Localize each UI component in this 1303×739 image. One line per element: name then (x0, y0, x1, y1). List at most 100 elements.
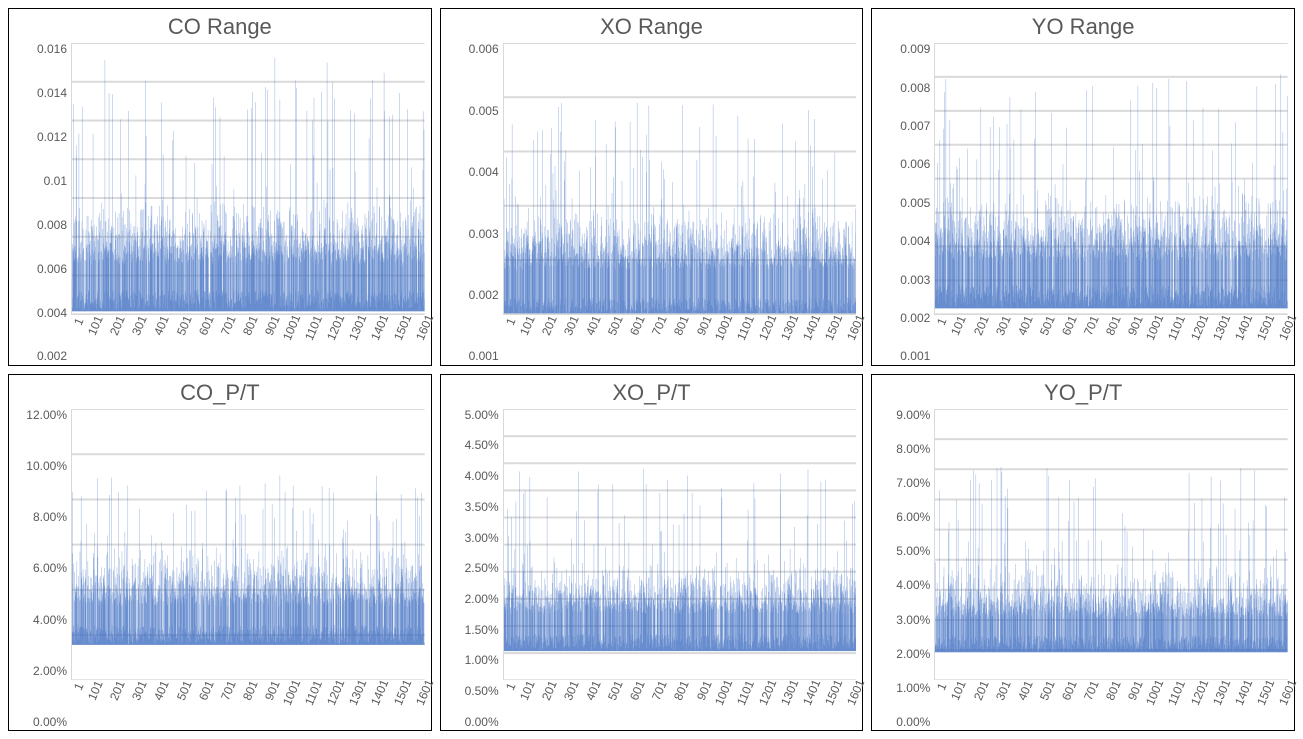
x-tick-label: 801 (1103, 679, 1124, 703)
x-tick-label: 401 (151, 313, 172, 337)
plot-area (503, 409, 857, 680)
x-tick-label: 401 (583, 313, 604, 337)
x-tick-label: 501 (605, 313, 626, 337)
x-tick-label: 1601 (1276, 677, 1299, 707)
x-tick-label: 1301 (778, 677, 801, 707)
y-tick-label: 0.50% (465, 685, 499, 697)
x-tick-label: 1401 (800, 677, 823, 707)
y-tick-label: 8.00% (33, 511, 67, 523)
x-tick-label: 1101 (302, 678, 325, 707)
y-tick-label: 1.00% (465, 654, 499, 666)
y-tick-label: 12.00% (26, 409, 67, 421)
y-tick-label: 0.002 (469, 289, 499, 301)
y-tick-label: 0.001 (900, 350, 930, 362)
chart-svg (934, 409, 1288, 680)
x-tick-label: 601 (1059, 679, 1080, 703)
plot-wrap: 9.00%8.00%7.00%6.00%5.00%4.00%3.00%2.00%… (878, 409, 1288, 728)
x-tick-label: 801 (1103, 313, 1124, 337)
x-tick-label: 101 (948, 679, 969, 703)
x-tick-label: 1301 (1210, 312, 1233, 342)
x-tick-label: 801 (240, 679, 261, 703)
x-tick-label: 801 (671, 679, 692, 703)
x-tick-label: 1201 (324, 312, 347, 342)
x-tick-label: 301 (561, 679, 582, 703)
x-tick-label: 301 (129, 313, 150, 337)
x-tick-label: 901 (1125, 313, 1146, 337)
y-axis: 0.0160.0140.0120.010.0080.0060.0040.002 (15, 43, 71, 362)
chart-panel-xo-range: XO Range0.0060.0050.0040.0030.0020.00111… (440, 8, 864, 366)
x-tick-label: 1601 (413, 677, 436, 707)
x-tick-label: 1001 (1143, 677, 1166, 707)
y-tick-label: 4.00% (33, 614, 67, 626)
x-tick-label: 1001 (712, 312, 735, 342)
x-tick-label: 601 (627, 679, 648, 703)
chart-title: XO Range (447, 15, 857, 39)
y-tick-label: 0.003 (469, 228, 499, 240)
y-tick-label: 0.004 (900, 235, 930, 247)
x-tick-label: 1201 (324, 677, 347, 707)
x-tick-label: 501 (1037, 679, 1058, 703)
x-tick-label: 501 (174, 313, 195, 337)
x-tick-label: 1601 (1276, 312, 1299, 342)
y-tick-label: 1.50% (465, 624, 499, 636)
x-tick-label: 1301 (1210, 677, 1233, 707)
x-tick-label: 601 (196, 679, 217, 703)
plot-wrap: 0.0090.0080.0070.0060.0050.0040.0030.002… (878, 43, 1288, 362)
y-tick-label: 2.00% (896, 648, 930, 660)
x-tick-label: 401 (1015, 679, 1036, 703)
chart-title: YO_P/T (878, 381, 1288, 405)
x-tick-label: 1301 (346, 677, 369, 707)
chart-svg (71, 43, 425, 314)
x-tick-label: 901 (262, 313, 283, 337)
x-tick-label: 701 (649, 679, 670, 703)
x-axis: 1101201301401501601701801901100111011201… (71, 315, 425, 363)
x-tick-label: 1501 (391, 312, 414, 342)
chart-panel-co-range: CO Range0.0160.0140.0120.010.0080.0060.0… (8, 8, 432, 366)
x-tick-label: 1201 (756, 677, 779, 707)
chart-svg (503, 43, 857, 314)
chart-svg (503, 409, 857, 680)
x-tick-label: 201 (971, 679, 992, 703)
y-tick-label: 0.00% (896, 716, 930, 728)
x-axis: 1101201301401501601701801901100111011201… (934, 680, 1288, 728)
x-tick-label: 1 (503, 315, 519, 327)
x-tick-label: 101 (948, 313, 969, 337)
x-tick-label: 401 (1015, 313, 1036, 337)
y-tick-label: 0.004 (37, 307, 67, 319)
y-axis: 12.00%10.00%8.00%6.00%4.00%2.00%0.00% (15, 409, 71, 728)
y-tick-label: 7.00% (896, 477, 930, 489)
x-tick-label: 601 (196, 313, 217, 337)
y-tick-label: 3.00% (465, 532, 499, 544)
x-tick-label: 1301 (346, 312, 369, 342)
x-tick-label: 901 (1125, 679, 1146, 703)
chart-svg (934, 43, 1288, 314)
x-tick-label: 201 (107, 313, 128, 337)
x-tick-label: 1001 (1143, 312, 1166, 342)
y-tick-label: 10.00% (26, 460, 67, 472)
x-tick-label: 301 (129, 679, 150, 703)
y-tick-label: 0.004 (469, 166, 499, 178)
x-tick-label: 301 (993, 679, 1014, 703)
x-tick-label: 1501 (1254, 677, 1277, 707)
y-tick-label: 4.00% (896, 579, 930, 591)
plot-wrap: 5.00%4.50%4.00%3.50%3.00%2.50%2.00%1.50%… (447, 409, 857, 728)
y-tick-label: 3.50% (465, 501, 499, 513)
y-tick-label: 0.002 (37, 350, 67, 362)
y-tick-label: 0.002 (900, 312, 930, 324)
x-tick-label: 701 (649, 313, 670, 337)
y-tick-label: 0.01 (44, 175, 67, 187)
x-tick-label: 1101 (734, 678, 757, 707)
y-tick-label: 0.014 (37, 87, 67, 99)
x-tick-label: 1401 (368, 677, 391, 707)
y-tick-label: 4.00% (465, 470, 499, 482)
y-tick-label: 0.007 (900, 120, 930, 132)
x-tick-label: 401 (583, 679, 604, 703)
x-tick-label: 1101 (302, 313, 325, 342)
y-tick-label: 6.00% (896, 511, 930, 523)
chart-panel-xo-pt: XO_P/T5.00%4.50%4.00%3.50%3.00%2.50%2.00… (440, 374, 864, 732)
x-tick-label: 1201 (756, 312, 779, 342)
y-tick-label: 0.00% (465, 716, 499, 728)
x-tick-label: 1501 (822, 677, 845, 707)
y-tick-label: 3.00% (896, 614, 930, 626)
x-tick-label: 1501 (822, 312, 845, 342)
